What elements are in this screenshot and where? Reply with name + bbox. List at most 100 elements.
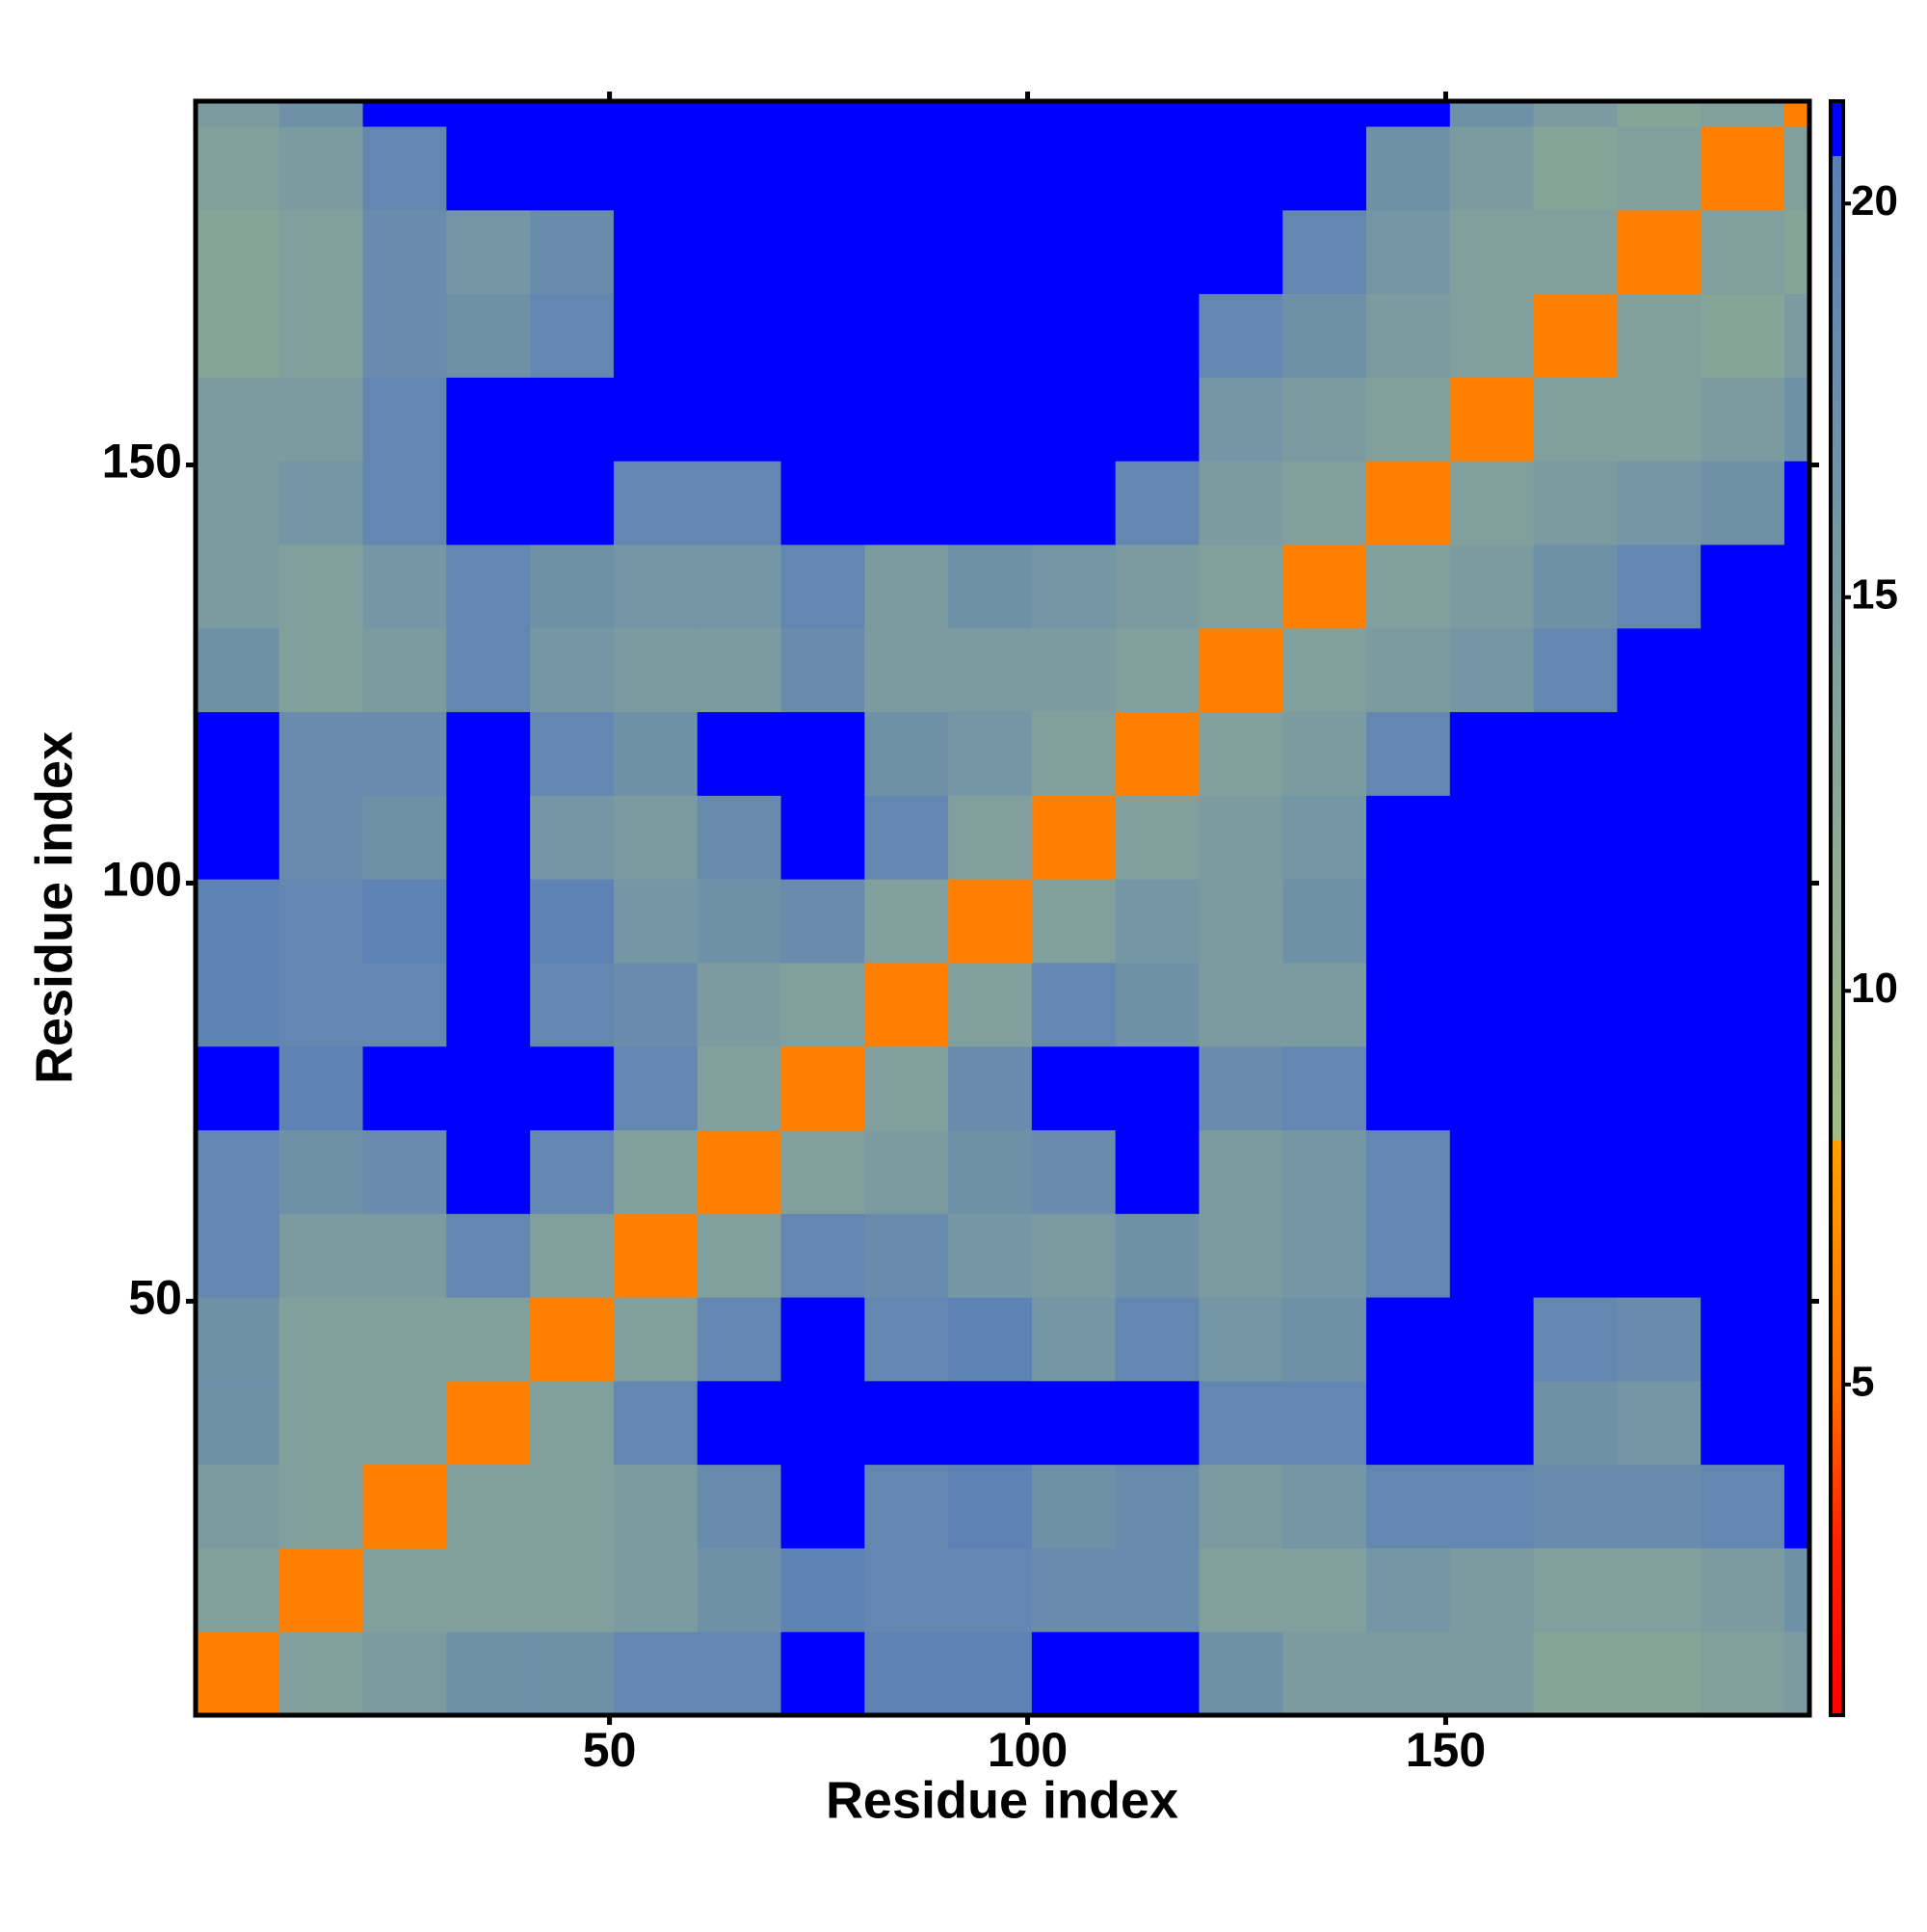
heatmap-cell: [864, 795, 949, 880]
heatmap-cell: [446, 879, 531, 964]
heatmap-cell: [1783, 711, 1810, 796]
heatmap-cell: [697, 543, 782, 629]
heatmap-cell: [1199, 1297, 1283, 1382]
heatmap-cell: [1783, 1631, 1810, 1716]
heatmap-cell: [1449, 1045, 1535, 1130]
heatmap-cell: [613, 293, 699, 378]
heatmap-cell: [1199, 377, 1283, 462]
heatmap-cell: [697, 1129, 782, 1214]
heatmap-cell: [1366, 1129, 1451, 1214]
heatmap-cell: [780, 1297, 865, 1382]
heatmap-cell: [446, 1631, 531, 1716]
heatmap-cell: [1031, 795, 1117, 880]
heatmap-cell: [1366, 879, 1451, 964]
heatmap-cell: [196, 293, 280, 378]
colorbar-tick-label: 20: [1851, 177, 1898, 225]
heatmap-cell: [1533, 711, 1618, 796]
heatmap-cell: [530, 1297, 615, 1382]
heatmap-cell: [530, 293, 615, 378]
heatmap-cell: [1783, 1548, 1810, 1632]
heatmap-cell: [613, 209, 699, 295]
heatmap-cell: [1115, 1548, 1200, 1632]
heatmap-cell: [1533, 1129, 1618, 1214]
heatmap-cell: [196, 1631, 280, 1716]
heatmap-cell: [1617, 209, 1702, 295]
heatmap-cell: [1031, 101, 1117, 127]
heatmap-cell: [1449, 962, 1535, 1047]
heatmap-cell: [278, 1297, 364, 1382]
heatmap-cell: [864, 377, 949, 462]
heatmap-cell: [362, 795, 447, 880]
heatmap-cell: [530, 1631, 615, 1716]
heatmap-cell: [530, 101, 615, 127]
heatmap-cell: [1366, 1045, 1451, 1130]
heatmap-cell: [948, 1380, 1033, 1466]
heatmap-cell: [278, 1129, 364, 1214]
heatmap-cell: [1533, 1297, 1618, 1382]
heatmap-cell: [196, 1213, 280, 1298]
heatmap-cell: [362, 879, 447, 964]
heatmap-cell: [196, 795, 280, 880]
heatmap-cell: [1617, 962, 1702, 1047]
heatmap-cell: [1449, 209, 1535, 295]
heatmap-cell: [1449, 461, 1535, 545]
heatmap-cell: [864, 209, 949, 295]
y-tick-label: 100: [102, 853, 182, 907]
heatmap-cell: [697, 1213, 782, 1298]
heatmap-cell: [697, 1631, 782, 1716]
heatmap-cell: [530, 1380, 615, 1466]
heatmap-cell: [1617, 101, 1702, 127]
heatmap-cell: [1199, 209, 1283, 295]
heatmap-cell: [1282, 1631, 1367, 1716]
heatmap-cell: [278, 1213, 364, 1298]
heatmap-cell: [1533, 101, 1618, 127]
heatmap-cell: [1199, 795, 1283, 880]
heatmap-cell: [1282, 377, 1367, 462]
heatmap-cell: [1617, 627, 1702, 713]
heatmap-cell: [196, 962, 280, 1047]
heatmap-cell: [1366, 1380, 1451, 1466]
heatmap-cell: [613, 1045, 699, 1130]
heatmap-cell: [196, 101, 280, 127]
heatmap-cell: [362, 627, 447, 713]
heatmap-cell: [1031, 1631, 1117, 1716]
heatmap-cell: [1115, 293, 1200, 378]
heatmap-cell: [196, 543, 280, 629]
heatmap-cell: [1783, 1464, 1810, 1548]
heatmap-cell: [697, 377, 782, 462]
heatmap-cell: [1783, 1213, 1810, 1298]
heatmap-cell: [948, 1631, 1033, 1716]
heatmap-cell: [948, 1548, 1033, 1632]
heatmap-cell: [1031, 1464, 1117, 1548]
heatmap-cell: [1701, 1045, 1785, 1130]
heatmap-cell: [864, 543, 949, 629]
heatmap-cell: [1366, 627, 1451, 713]
heatmap-cell: [697, 1045, 782, 1130]
x-tick-label: 150: [1406, 1723, 1486, 1777]
heatmap-cell: [1282, 1380, 1367, 1466]
heatmap-cell: [1366, 1213, 1451, 1298]
heatmap-cell: [1282, 879, 1367, 964]
heatmap-cell: [362, 543, 447, 629]
heatmap-cell: [278, 543, 364, 629]
heatmap-cell: [613, 711, 699, 796]
heatmap-cell: [1199, 461, 1283, 545]
heatmap-cell: [1199, 627, 1283, 713]
heatmap-cell: [530, 1548, 615, 1632]
heatmap-cell: [1031, 879, 1117, 964]
heatmap-cell: [1701, 126, 1785, 211]
heatmap-cell: [697, 101, 782, 127]
heatmap-cell: [1199, 1213, 1283, 1298]
heatmap-cell: [1617, 711, 1702, 796]
heatmap-cell: [362, 1045, 447, 1130]
heatmap-cell: [1199, 711, 1283, 796]
heatmap-cell: [278, 1548, 364, 1632]
heatmap-cell: [1533, 795, 1618, 880]
heatmap-cell: [1031, 209, 1117, 295]
heatmap-cell: [1701, 1297, 1785, 1382]
heatmap-cell: [1282, 711, 1367, 796]
heatmap-cell: [948, 461, 1033, 545]
heatmap-cell: [278, 126, 364, 211]
heatmap-cell: [613, 543, 699, 629]
heatmap-cell: [362, 126, 447, 211]
